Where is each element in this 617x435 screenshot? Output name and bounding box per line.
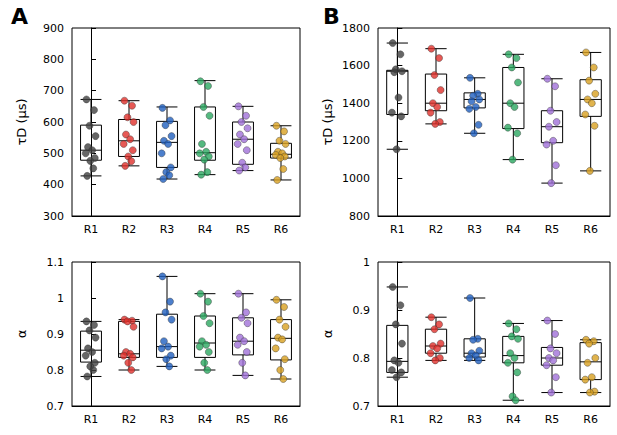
svg-text:α: α xyxy=(14,330,29,339)
svg-text:0.8: 0.8 xyxy=(353,352,371,365)
svg-text:R3: R3 xyxy=(160,223,175,236)
svg-text:R1: R1 xyxy=(84,413,99,426)
svg-text:800: 800 xyxy=(43,53,64,66)
svg-text:τD (µs): τD (µs) xyxy=(14,98,29,145)
svg-text:400: 400 xyxy=(43,178,64,191)
svg-text:0.8: 0.8 xyxy=(47,364,65,377)
svg-text:1.1: 1.1 xyxy=(47,256,65,269)
svg-text:1600: 1600 xyxy=(342,59,370,72)
svg-text:0.7: 0.7 xyxy=(353,400,371,413)
svg-text:R6: R6 xyxy=(583,223,598,236)
svg-text:600: 600 xyxy=(43,116,64,129)
svg-text:0.9: 0.9 xyxy=(47,328,65,341)
svg-text:1000: 1000 xyxy=(342,172,370,185)
svg-text:1: 1 xyxy=(57,292,64,305)
svg-text:0.9: 0.9 xyxy=(353,304,371,317)
svg-text:R2: R2 xyxy=(122,223,137,236)
svg-text:R4: R4 xyxy=(198,223,213,236)
svg-text:0.7: 0.7 xyxy=(47,400,65,413)
svg-text:R1: R1 xyxy=(390,413,405,426)
svg-text:800: 800 xyxy=(349,210,370,223)
svg-text:300: 300 xyxy=(43,210,64,223)
svg-text:R6: R6 xyxy=(274,223,289,236)
svg-text:R6: R6 xyxy=(274,413,289,426)
svg-text:R5: R5 xyxy=(545,223,560,236)
svg-text:R6: R6 xyxy=(583,413,598,426)
svg-text:R3: R3 xyxy=(160,413,175,426)
svg-text:R2: R2 xyxy=(429,223,444,236)
svg-text:900: 900 xyxy=(43,22,64,35)
svg-text:500: 500 xyxy=(43,147,64,160)
svg-text:R1: R1 xyxy=(390,223,405,236)
svg-text:R4: R4 xyxy=(506,413,521,426)
svg-text:R4: R4 xyxy=(506,223,521,236)
svg-text:B: B xyxy=(323,4,340,29)
svg-text:R1: R1 xyxy=(84,223,99,236)
svg-text:R5: R5 xyxy=(545,413,560,426)
svg-text:1800: 1800 xyxy=(342,22,370,35)
svg-text:R5: R5 xyxy=(236,413,251,426)
svg-text:1200: 1200 xyxy=(342,134,370,147)
svg-text:1400: 1400 xyxy=(342,97,370,110)
svg-text:A: A xyxy=(11,4,28,29)
svg-text:R5: R5 xyxy=(236,223,251,236)
svg-text:1: 1 xyxy=(363,256,370,269)
svg-text:α: α xyxy=(320,330,335,339)
svg-text:τD (µs): τD (µs) xyxy=(320,98,335,145)
svg-text:R3: R3 xyxy=(467,223,482,236)
svg-text:R2: R2 xyxy=(122,413,137,426)
svg-text:700: 700 xyxy=(43,84,64,97)
svg-text:R2: R2 xyxy=(429,413,444,426)
svg-text:R3: R3 xyxy=(467,413,482,426)
svg-text:R4: R4 xyxy=(198,413,213,426)
